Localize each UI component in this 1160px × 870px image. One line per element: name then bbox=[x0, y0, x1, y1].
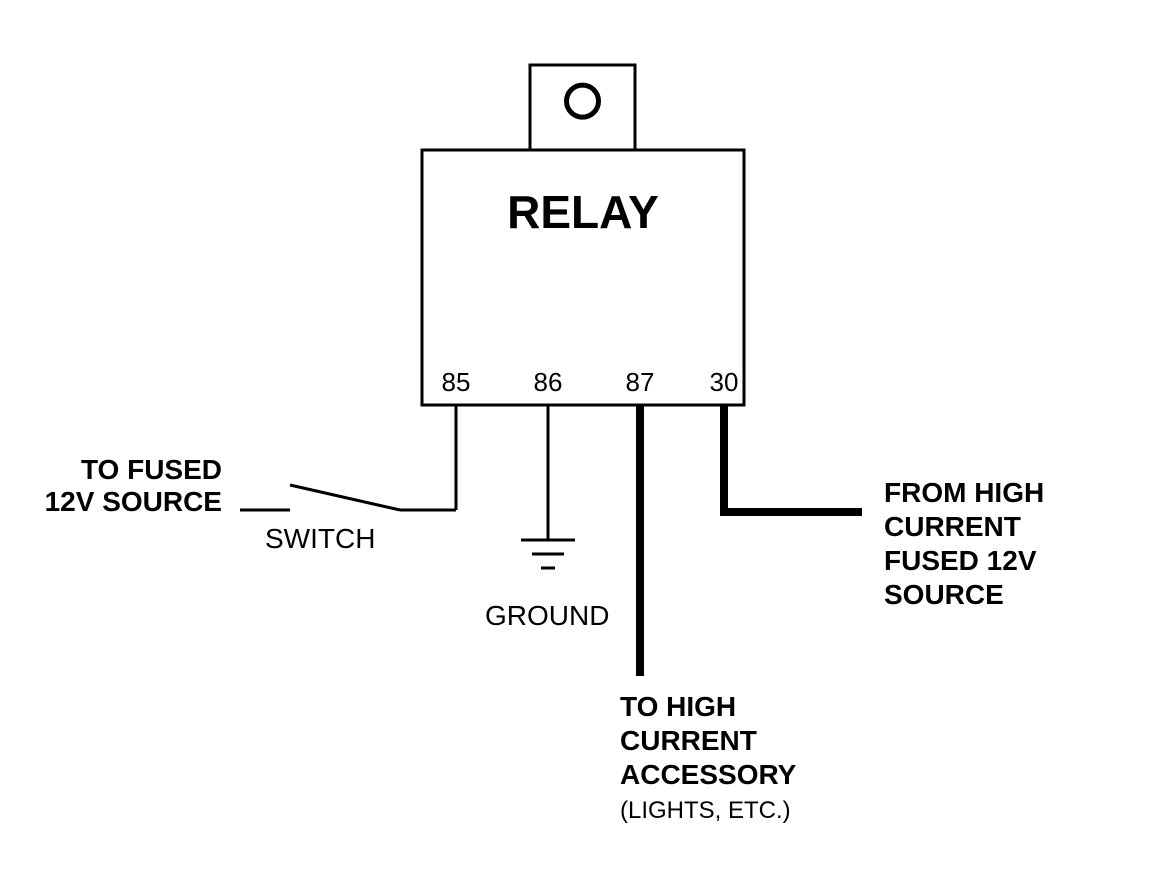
pin-87-label: 87 bbox=[626, 367, 655, 397]
label-to-fused-1: TO FUSED bbox=[81, 454, 222, 485]
label-to-high-4: (LIGHTS, ETC.) bbox=[620, 797, 791, 824]
ground-symbol bbox=[521, 540, 575, 568]
wires-thin bbox=[240, 405, 548, 540]
label-from-high-4: SOURCE bbox=[884, 579, 1004, 610]
pin-30-label: 30 bbox=[710, 367, 739, 397]
label-switch: SWITCH bbox=[265, 523, 375, 554]
relay-label: RELAY bbox=[507, 186, 659, 238]
label-ground: GROUND bbox=[485, 600, 609, 631]
label-to-high-2: CURRENT bbox=[620, 725, 757, 756]
wires-thick bbox=[640, 405, 862, 676]
label-to-fused-2: 12V SOURCE bbox=[45, 486, 222, 517]
label-to-high-1: TO HIGH bbox=[620, 691, 736, 722]
label-from-high-2: CURRENT bbox=[884, 511, 1021, 542]
label-to-high-3: ACCESSORY bbox=[620, 759, 797, 790]
relay-tab bbox=[530, 65, 635, 151]
label-from-high-3: FUSED 12V bbox=[884, 545, 1037, 576]
label-from-high-1: FROM HIGH bbox=[884, 477, 1044, 508]
pin-86-label: 86 bbox=[534, 367, 563, 397]
pin-85-label: 85 bbox=[442, 367, 471, 397]
relay-wiring-diagram: RELAY 85 86 87 30 TO FUSED 12V SOURCE SW… bbox=[0, 0, 1160, 870]
